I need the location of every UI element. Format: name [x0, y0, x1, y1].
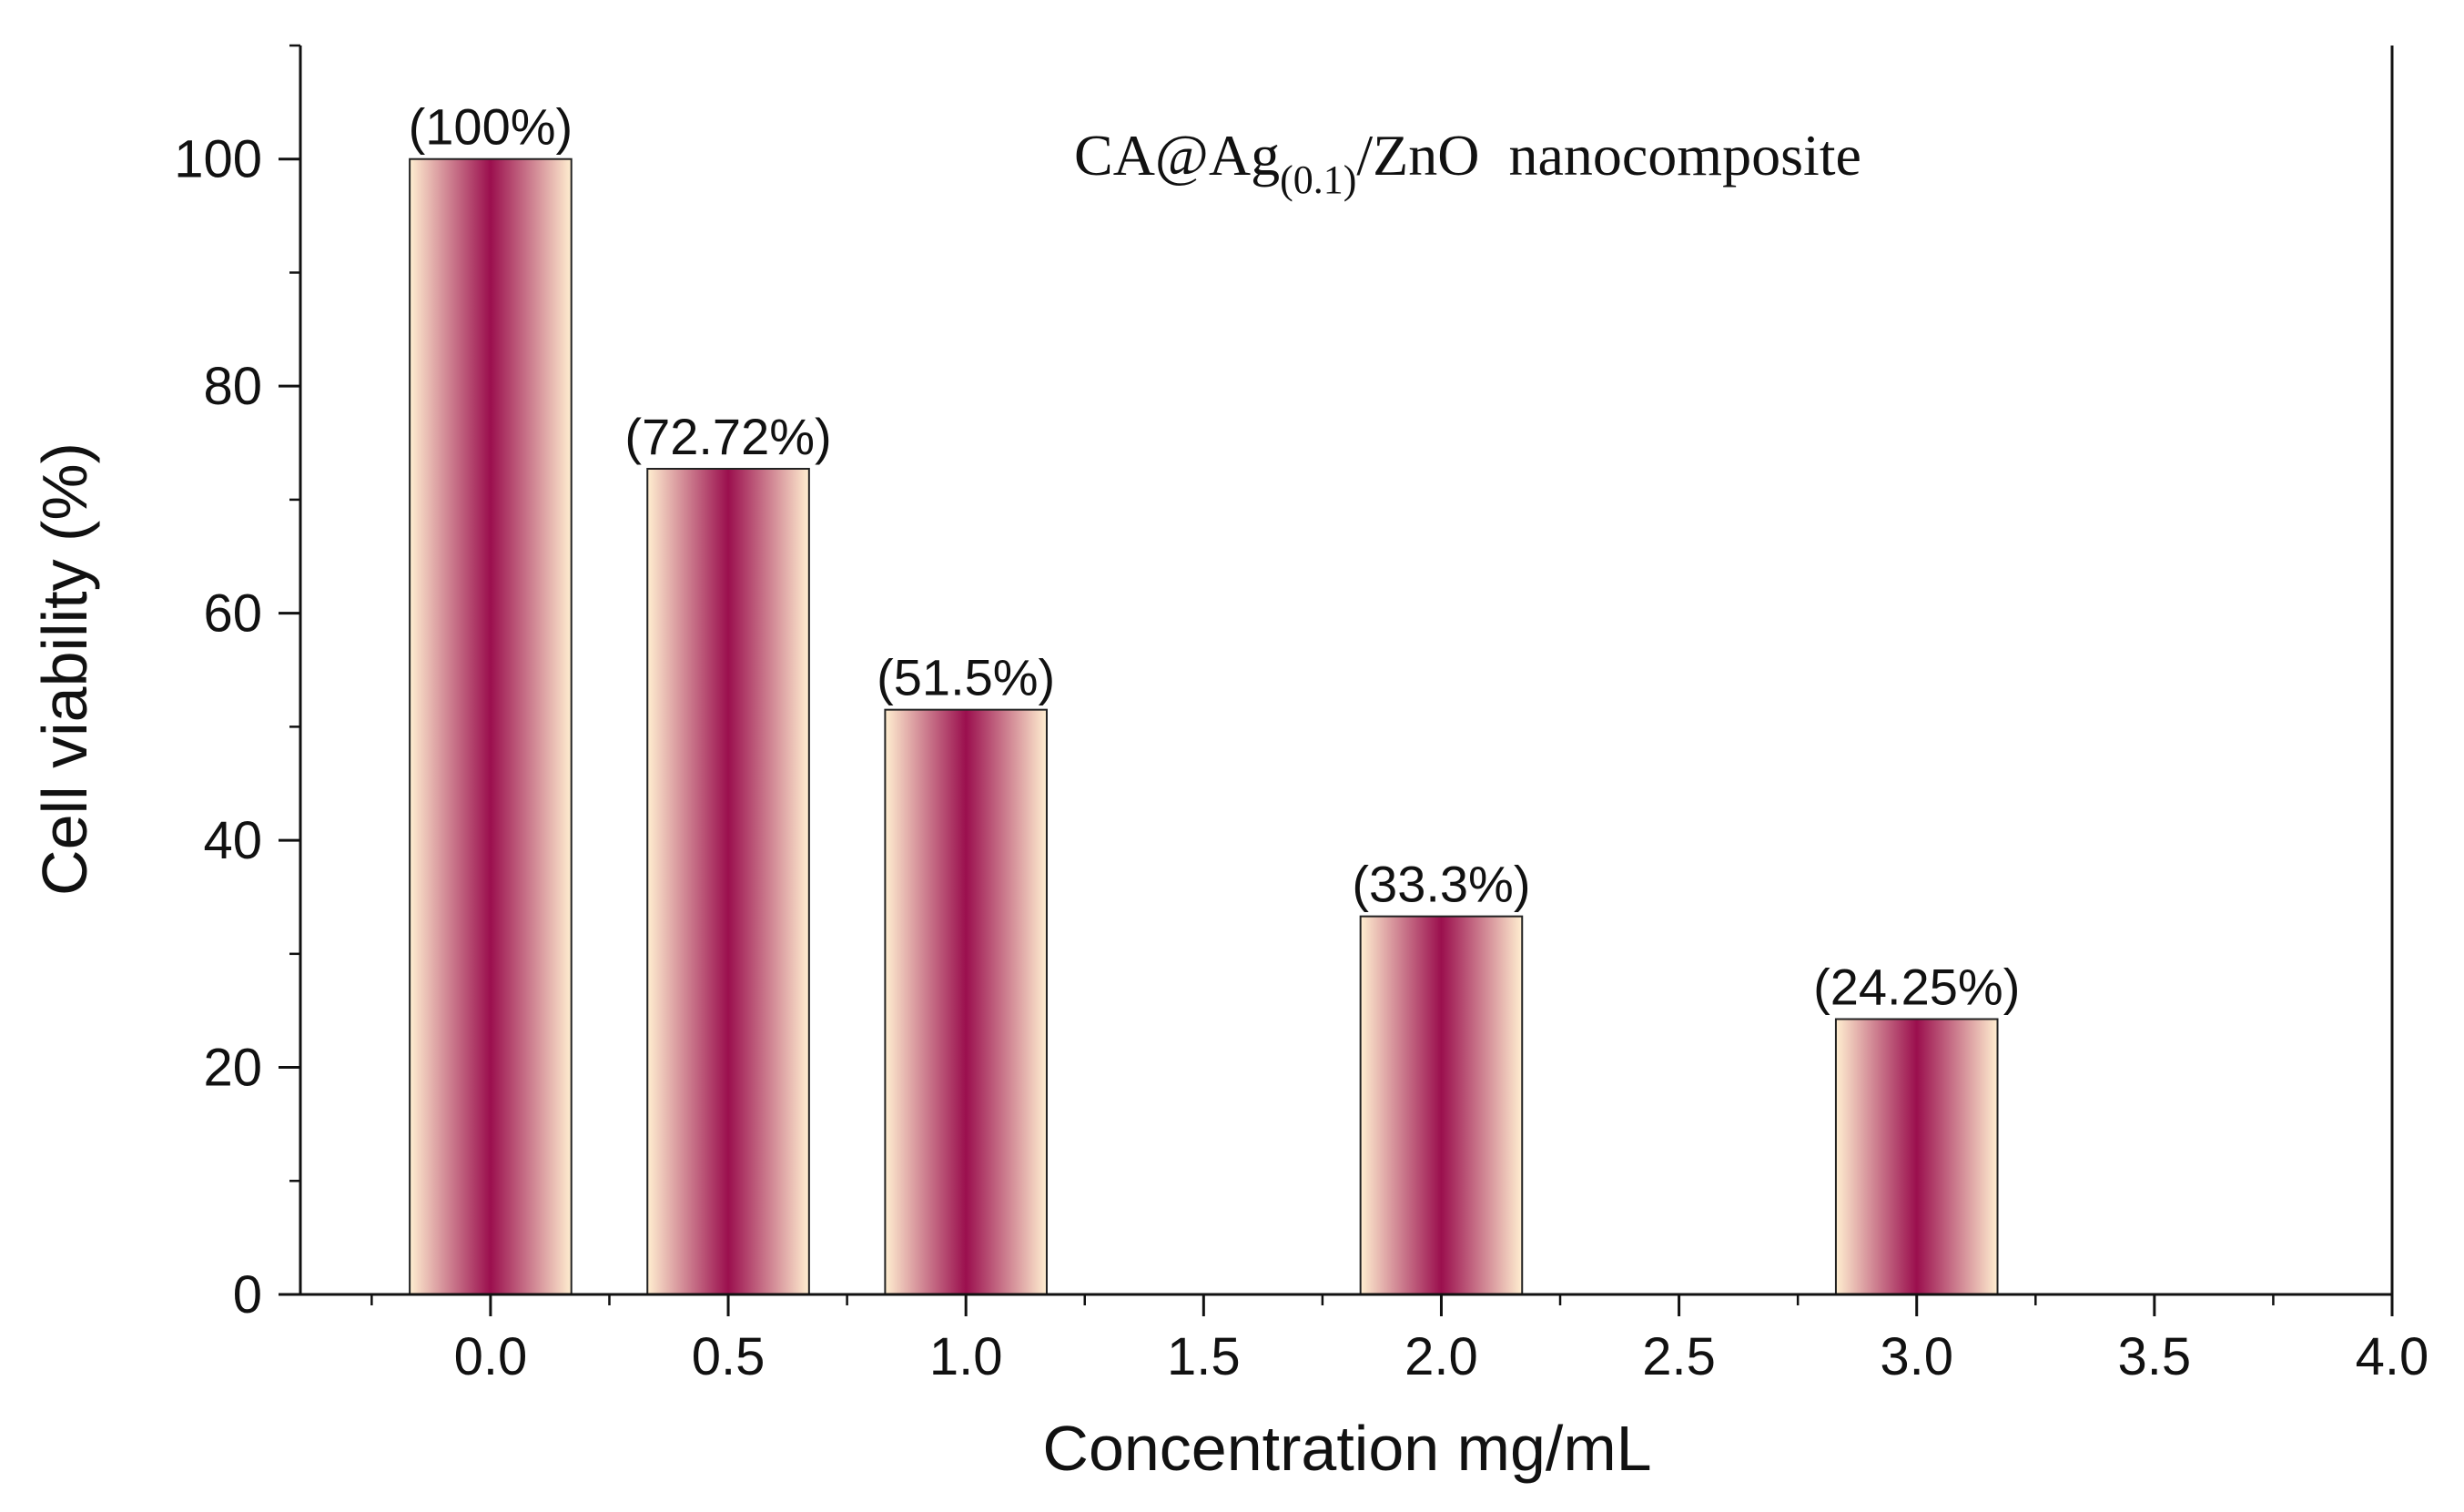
data-label-1: (72.72%) [624, 408, 831, 465]
data-label-2: (51.5%) [877, 649, 1055, 706]
bar-4 [1834, 1018, 1999, 1295]
y-tick-label: 40 [203, 811, 262, 870]
x-tick-label: 4.0 [2356, 1327, 2429, 1386]
axes [299, 46, 2394, 1296]
x-tick-label: 2.0 [1404, 1327, 1478, 1386]
y-tick-label: 100 [174, 130, 262, 189]
annotation-subscript: (0.1) [1280, 157, 1356, 202]
x-axis-title: Concentration mg/mL [1042, 1413, 1651, 1484]
x-tick-label: 0.5 [692, 1327, 766, 1386]
bar-3 [1359, 915, 1524, 1296]
bars [409, 157, 1999, 1296]
data-labels: (100%) (72.72%) (51.5%) (33.3%) (24.25%) [409, 98, 2021, 1016]
x-tick-label: 3.5 [2118, 1327, 2192, 1386]
x-tick-label: 3.0 [1880, 1327, 1953, 1386]
bar-0 [409, 157, 573, 1295]
data-label-3: (33.3%) [1352, 856, 1530, 913]
x-tick-label: 1.5 [1167, 1327, 1241, 1386]
annotation: CA@Ag(0.1)/ZnO nanocomposite [1074, 123, 1861, 202]
ticks: 0 20 40 60 80 100 0.0 0.5 1.0 1.5 2.0 2.5 3.0 3.5 4.0 [174, 44, 2429, 1386]
y-tick-label: 20 [203, 1039, 262, 1098]
bar-1 [646, 467, 810, 1295]
annotation-main: CA@Ag [1074, 123, 1280, 188]
annotation-slash: / [1356, 123, 1373, 188]
y-tick-label: 0 [233, 1265, 262, 1324]
x-tick-label: 1.0 [929, 1327, 1003, 1386]
annotation-rest: ZnO nanocomposite [1373, 123, 1861, 188]
y-axis-title: Cell viability (%) [29, 442, 100, 896]
data-label-0: (100%) [409, 98, 573, 156]
y-tick-label: 80 [203, 357, 262, 416]
y-tick-label: 60 [203, 584, 262, 644]
data-label-4: (24.25%) [1813, 959, 2020, 1016]
x-tick-label: 0.0 [454, 1327, 528, 1386]
bar-2 [884, 708, 1048, 1295]
x-tick-label: 2.5 [1642, 1327, 1716, 1386]
